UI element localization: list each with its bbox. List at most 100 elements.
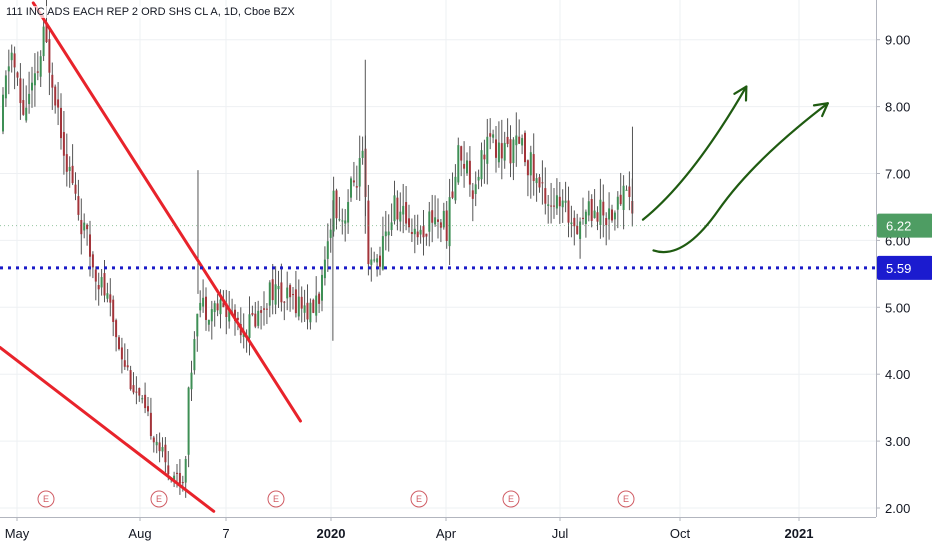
candle-down	[576, 225, 579, 235]
candle-up	[274, 284, 277, 305]
candle-up	[268, 282, 271, 306]
candle-up	[193, 339, 196, 371]
candle-up	[622, 185, 625, 210]
candle-down	[123, 360, 126, 367]
earnings-marker	[37, 490, 55, 508]
candle-up	[477, 176, 480, 181]
candle-down	[36, 71, 39, 73]
candle-down	[573, 217, 576, 227]
candle-down	[176, 472, 178, 474]
projection-arrow	[652, 102, 829, 254]
y-tick-label: 4.00	[885, 367, 910, 382]
candle-up	[2, 94, 4, 132]
candle-down	[115, 320, 118, 338]
candle-up	[257, 310, 260, 326]
candle-up	[387, 231, 390, 236]
candle-up	[579, 221, 582, 239]
candle-up	[141, 398, 144, 400]
drawing-overlays	[0, 1, 876, 513]
candle-down	[416, 231, 419, 238]
candle-down	[312, 299, 315, 313]
candle-down	[405, 202, 408, 224]
candle-up	[561, 200, 564, 208]
candle-up	[503, 142, 506, 161]
earnings-marker	[617, 490, 635, 508]
candle-up	[219, 299, 222, 315]
candle-up	[480, 150, 483, 180]
last-price-tag-label: 6.22	[886, 219, 911, 234]
candle-up	[187, 387, 190, 455]
candle-up	[323, 259, 326, 279]
candle-down	[22, 100, 25, 115]
candle-down	[48, 39, 51, 73]
candle-down	[628, 186, 631, 197]
x-tick-label: Oct	[670, 526, 691, 541]
y-tick-label: 7.00	[885, 167, 910, 182]
candle-down	[234, 309, 236, 321]
candle-up	[555, 195, 558, 209]
candle-down	[71, 165, 74, 184]
candle-down	[109, 294, 112, 303]
candle-down	[495, 139, 497, 158]
candle-down	[57, 99, 60, 108]
candle-up	[413, 228, 416, 235]
candle-down	[558, 196, 561, 207]
candle-down	[541, 182, 544, 184]
candle-up	[529, 152, 532, 176]
candle-down	[500, 143, 503, 159]
candle-down	[463, 163, 466, 169]
candle-down	[45, 24, 48, 43]
candle-down	[352, 180, 355, 183]
candle-down	[553, 205, 555, 207]
x-tick-label: Jul	[552, 526, 569, 541]
candle-down	[483, 154, 486, 160]
candle-down	[509, 139, 512, 164]
candle-up	[4, 75, 7, 99]
candle-down	[289, 285, 292, 298]
x-tick-label: May	[5, 526, 30, 541]
candle-up	[442, 210, 445, 228]
candle-up	[33, 73, 36, 86]
candle-down	[619, 194, 622, 205]
candle-down	[445, 210, 448, 241]
earnings-marker	[267, 490, 285, 508]
candle-up	[228, 309, 231, 322]
candle-up	[202, 297, 205, 307]
earnings-marker	[502, 490, 520, 508]
candle-up	[199, 302, 202, 311]
y-tick-label: 3.00	[885, 434, 910, 449]
candle-up	[521, 138, 524, 146]
candle-down	[205, 296, 207, 320]
candle-down	[222, 302, 225, 308]
candle-down	[379, 255, 381, 267]
candle-down	[135, 391, 138, 393]
candle-up	[419, 229, 422, 235]
candle-down	[138, 388, 141, 396]
y-tick-label: 8.00	[885, 100, 910, 115]
candle-up	[213, 303, 216, 313]
candle-up	[593, 210, 596, 218]
candle-up	[155, 441, 158, 446]
candle-down	[120, 347, 123, 360]
last-price-tag	[877, 213, 932, 238]
y-tick-label: 9.00	[885, 33, 910, 48]
candle-down	[16, 72, 19, 78]
candle-down	[77, 196, 80, 215]
x-tick-label: Aug	[128, 526, 151, 541]
candle-down	[147, 406, 149, 412]
candle-down	[425, 233, 428, 237]
candle-down	[422, 226, 425, 238]
candle-down	[13, 53, 16, 68]
candle-down	[318, 293, 321, 304]
candle-up	[248, 314, 251, 338]
candle-up	[277, 286, 280, 290]
candle-up	[173, 475, 176, 480]
candle-up	[381, 236, 384, 270]
candle-down	[54, 86, 57, 106]
candle-up	[512, 139, 515, 164]
candle-down	[19, 78, 22, 104]
candle-up	[7, 66, 10, 72]
candle-down	[596, 212, 599, 222]
candle-down	[216, 303, 219, 311]
